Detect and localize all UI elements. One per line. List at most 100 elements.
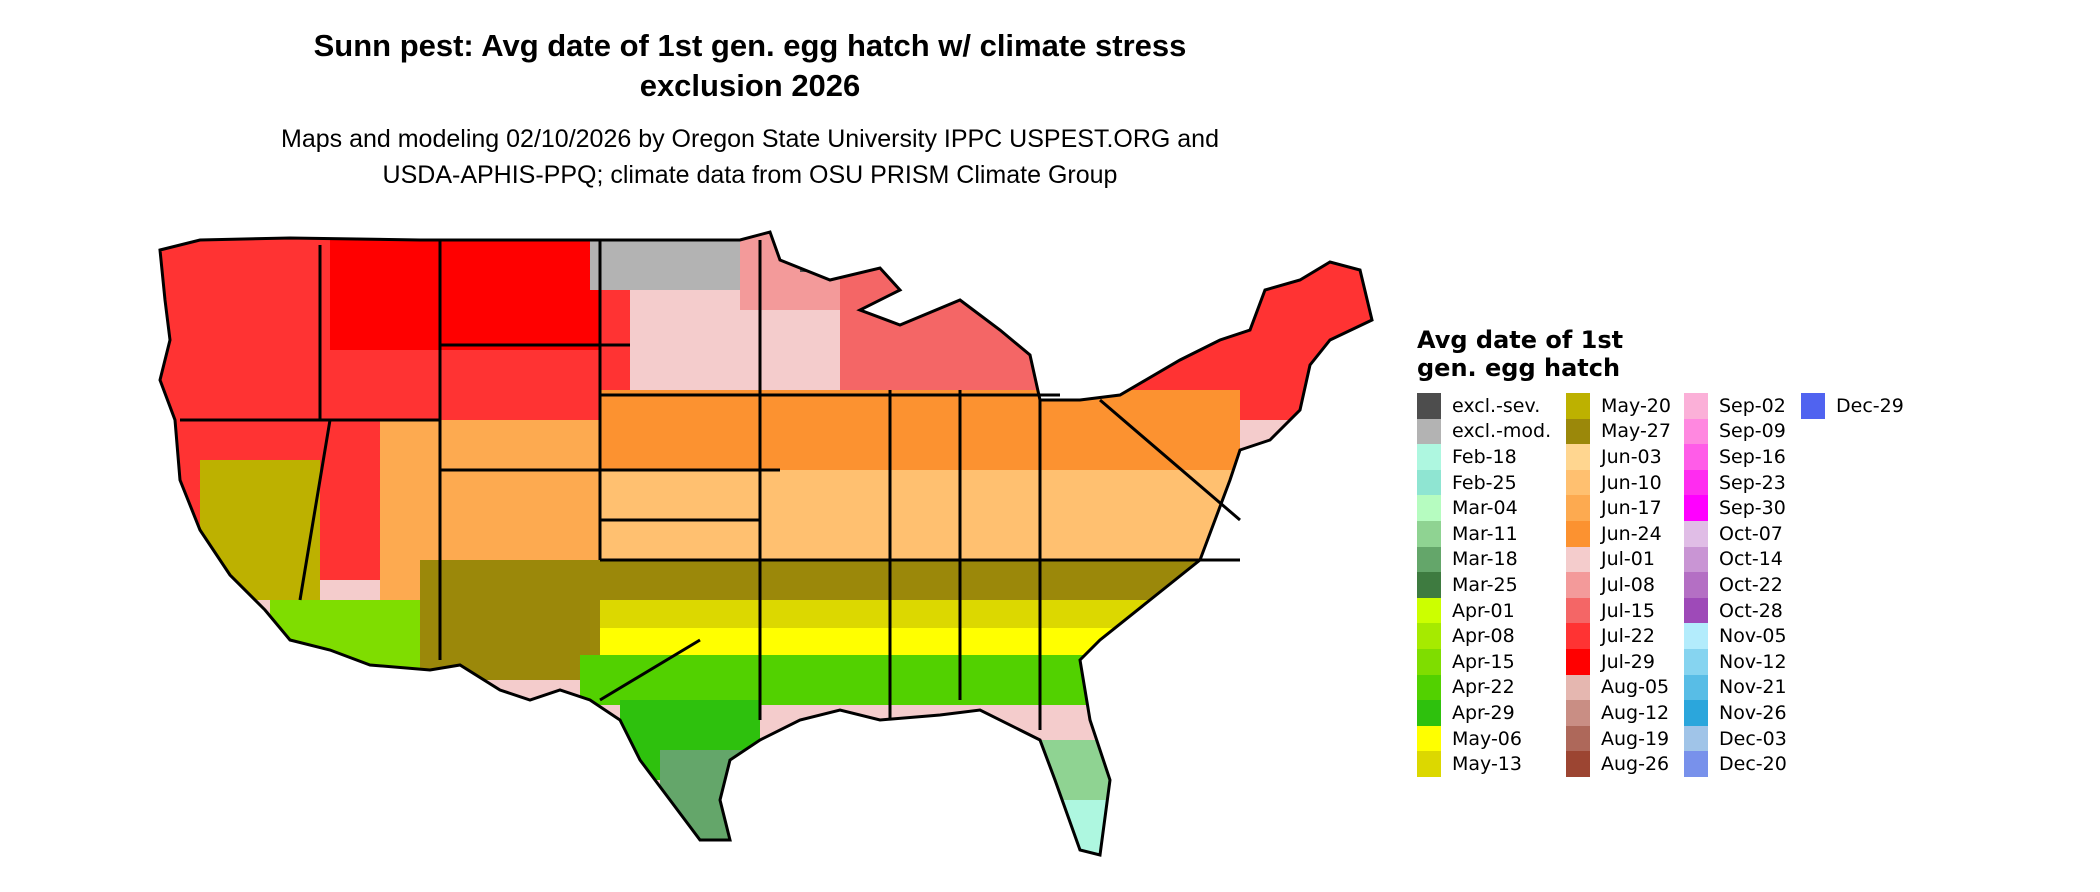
legend-swatch [1684,751,1708,777]
legend-swatch [1684,418,1708,445]
legend-label: Aug-05 [1601,676,1670,699]
legend-swatch [1417,597,1441,624]
legend-label: excl.-mod. [1452,420,1552,443]
legend-label: Sep-09 [1719,420,1786,443]
legend-label: Aug-26 [1601,753,1670,776]
legend-swatch [1684,521,1708,547]
hatch-date-raster [160,232,1372,855]
legend-swatch [1417,572,1441,598]
legend-label: Mar-25 [1452,573,1518,596]
legend-swatch [1801,393,1825,419]
legend-item: Jun-17 [1566,495,1662,521]
legend-swatch [1566,597,1590,624]
legend-swatch [1684,597,1708,624]
subtitle-line1: Maps and modeling 02/10/2026 by Oregon S… [281,125,1219,153]
legend-item: Aug-19 [1566,725,1670,752]
legend-swatch [1566,469,1590,496]
legend-item: Jul-08 [1566,572,1655,598]
legend-swatch [1684,393,1708,419]
legend-swatch [1684,444,1708,470]
legend-label: May-27 [1601,420,1671,443]
legend-swatch [1417,751,1441,777]
legend-item: Oct-14 [1684,546,1783,573]
map-title-line1: Sunn pest: Avg date of 1st gen. egg hatc… [313,28,1187,63]
legend-label: Nov-12 [1719,650,1787,673]
legend-label: Mar-18 [1452,548,1518,571]
legend-swatch [1566,495,1590,521]
legend-swatch [1566,649,1590,675]
legend-item: Aug-26 [1566,751,1669,777]
legend-label: Oct-14 [1719,548,1783,571]
legend-item: May-13 [1417,751,1522,777]
legend-swatch [1417,623,1441,649]
legend-swatch [1566,751,1590,777]
legend-label: Apr-22 [1452,676,1515,699]
legend-swatch [1417,725,1441,752]
legend-item: Aug-12 [1566,700,1669,726]
legend-swatch [1566,623,1590,649]
legend-item: Sep-09 [1684,418,1786,445]
legend-swatch [1566,725,1590,752]
legend-swatch [1684,572,1708,598]
legend-item: Jun-03 [1566,444,1662,470]
subtitle-line2: USDA-APHIS-PPQ; climate data from OSU PR… [382,161,1118,189]
legend-swatch [1684,495,1708,521]
legend-swatch [1417,674,1441,701]
legend-item: Oct-07 [1684,521,1783,547]
legend-swatch [1684,469,1708,496]
legend-item: Jul-01 [1566,546,1655,573]
legend-label: Apr-29 [1452,701,1515,724]
legend-label: Nov-21 [1719,676,1787,699]
legend-swatch [1417,700,1441,726]
legend-label: Oct-22 [1719,573,1783,596]
legend-swatch [1684,649,1708,675]
legend-item: Nov-26 [1684,700,1787,726]
legend-item: Nov-12 [1684,649,1787,675]
legend-item: Oct-22 [1684,572,1783,598]
legend-label: Oct-28 [1719,599,1783,622]
legend-item: Mar-25 [1417,572,1518,598]
legend-item: Nov-05 [1684,623,1787,649]
legend-swatch [1566,444,1590,470]
legend-item: Jul-22 [1566,623,1655,649]
legend-item: Oct-28 [1684,597,1783,624]
legend-swatch [1417,521,1441,547]
legend-label: Mar-04 [1452,497,1518,520]
legend-swatch [1566,546,1590,573]
legend-label: Jun-24 [1601,522,1662,545]
legend-title-line1: Avg date of 1st [1417,326,1624,354]
legend-label: May-20 [1601,394,1671,417]
legend-swatch [1417,418,1441,445]
legend-item: Feb-18 [1417,444,1517,470]
state-boundaries [158,230,1374,857]
legend-item: excl.-mod. [1417,418,1552,445]
legend-label: Mar-11 [1452,522,1518,545]
legend-item: Sep-23 [1684,469,1786,496]
legend-label: Jun-17 [1601,497,1662,520]
legend-label: Sep-16 [1719,445,1786,468]
legend-label: Feb-18 [1452,445,1517,468]
legend-swatch [1417,649,1441,675]
legend-swatch [1566,521,1590,547]
legend-swatch [1684,700,1708,726]
legend-label: Jun-03 [1601,445,1662,468]
legend-label: Feb-25 [1452,471,1517,494]
legend-item: Dec-03 [1684,725,1787,752]
legend-label: Jul-29 [1601,650,1655,673]
legend-swatch [1417,444,1441,470]
legend-label: Nov-26 [1719,701,1787,724]
legend-label: Jul-15 [1601,599,1655,622]
legend-title-line2: gen. egg hatch [1417,354,1621,382]
legend-item: Apr-22 [1417,674,1515,701]
legend-swatch [1566,393,1590,419]
legend-swatch [1566,418,1590,445]
legend-label: Aug-19 [1601,727,1670,750]
legend-item: Feb-25 [1417,469,1517,496]
legend-item: Dec-29 [1801,393,1904,419]
legend-swatch [1417,546,1441,573]
legend-label: Apr-01 [1452,599,1515,622]
legend-swatch [1684,623,1708,649]
legend-title: Avg date of 1st gen. egg hatch [1417,326,1623,382]
legend-item: Mar-11 [1417,521,1518,547]
